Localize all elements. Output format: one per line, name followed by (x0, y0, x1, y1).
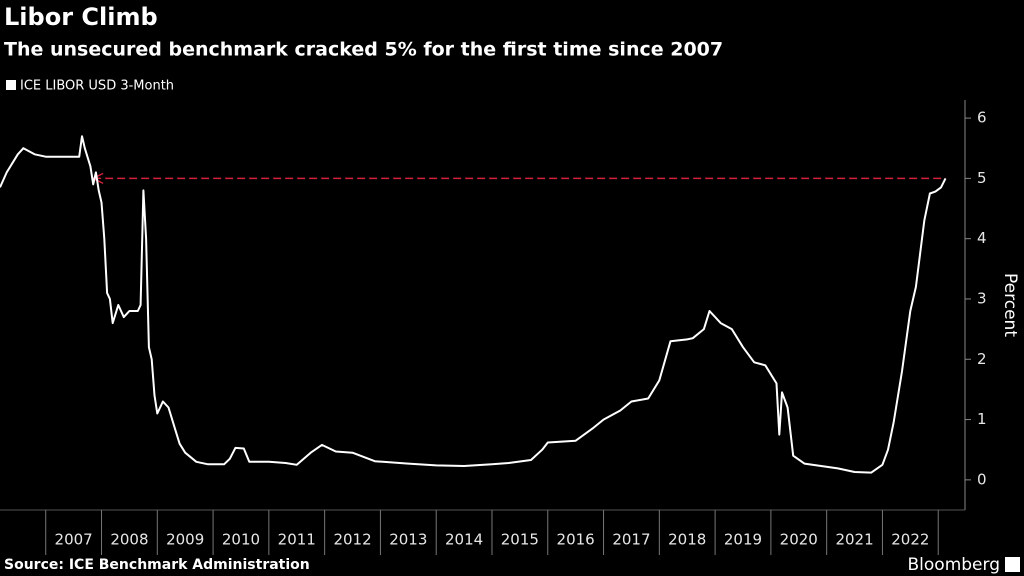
x-tick-label: 2011 (278, 531, 316, 549)
y-tick-label: 5 (977, 169, 987, 187)
x-tick-label: 2018 (668, 531, 706, 549)
x-tick-label: 2012 (333, 531, 371, 549)
source: Source: ICE Benchmark Administration (4, 557, 310, 573)
x-tick-label: 2015 (501, 531, 539, 549)
brand: Bloomberg (908, 555, 1000, 575)
y-tick-label: 0 (977, 470, 987, 488)
x-tick-label: 2020 (780, 531, 818, 549)
x-tick-label: 2007 (55, 531, 93, 549)
x-tick-label: 2016 (557, 531, 595, 549)
x-tick-label: 2017 (612, 531, 650, 549)
chart-subtitle: The unsecured benchmark cracked 5% for t… (4, 39, 723, 61)
y-tick-label: 4 (977, 229, 987, 247)
series-line (0, 135, 947, 474)
y-tick-label: 1 (977, 410, 987, 428)
x-tick-label: 2009 (166, 531, 204, 549)
y-axis-label: Percent (1000, 273, 1020, 337)
legend-label: ICE LIBOR USD 3-Month (20, 79, 174, 94)
x-tick-label: 2022 (891, 531, 929, 549)
x-tick-label: 2019 (724, 531, 762, 549)
x-tick-label: 2013 (389, 531, 427, 549)
y-tick-label: 2 (977, 350, 987, 368)
x-tick-label: 2021 (835, 531, 873, 549)
brand-icon (1005, 557, 1020, 572)
x-tick-label: 2008 (110, 531, 148, 549)
y-tick-label: 3 (977, 289, 987, 307)
x-tick-label: 2010 (222, 531, 260, 549)
x-tick-label: 2014 (445, 531, 483, 549)
y-tick-label: 6 (977, 109, 987, 127)
legend-swatch (6, 80, 16, 90)
chart-title: Libor Climb (4, 3, 158, 31)
